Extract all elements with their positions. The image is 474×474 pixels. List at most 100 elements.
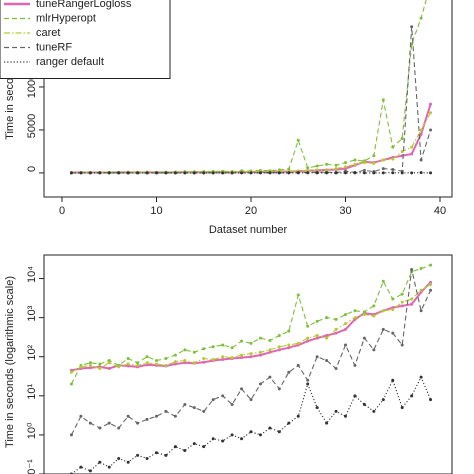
point	[372, 161, 376, 165]
point	[362, 310, 366, 314]
point	[240, 356, 244, 360]
point	[183, 171, 187, 175]
point	[230, 402, 234, 406]
point	[192, 350, 196, 354]
point	[334, 171, 338, 175]
point	[362, 161, 366, 165]
point	[429, 288, 433, 292]
point	[69, 382, 73, 386]
point	[258, 353, 262, 357]
point	[372, 409, 376, 413]
point	[155, 414, 158, 418]
x-tick-label: 30	[339, 205, 351, 217]
point	[240, 437, 244, 441]
point	[79, 171, 83, 175]
point	[192, 171, 196, 175]
point	[306, 324, 310, 328]
point	[221, 394, 225, 398]
x-tick-label: 0	[59, 205, 65, 217]
point	[391, 145, 395, 149]
point	[164, 453, 168, 457]
point	[126, 362, 130, 366]
point	[258, 171, 262, 175]
point	[211, 171, 215, 175]
point	[249, 171, 253, 175]
point	[268, 375, 272, 379]
point	[98, 171, 102, 175]
series-line	[71, 375, 432, 474]
point	[136, 453, 140, 457]
point	[155, 359, 158, 363]
point	[315, 164, 319, 168]
point	[353, 394, 357, 398]
point	[79, 465, 83, 469]
y-tick-label: 10⁴	[26, 266, 38, 283]
point	[353, 162, 357, 166]
point	[98, 366, 102, 370]
point	[136, 363, 140, 367]
point	[221, 171, 225, 175]
point	[173, 171, 177, 175]
point	[306, 339, 310, 343]
point	[419, 267, 423, 271]
x-tick-label: 10	[150, 205, 162, 217]
y-tick-label: 10¹	[26, 384, 38, 400]
point	[334, 409, 338, 413]
point	[410, 152, 414, 156]
series-line	[71, 112, 432, 174]
y-tick-label: 5000	[26, 114, 38, 138]
point	[429, 263, 433, 267]
point	[315, 406, 319, 410]
point	[192, 361, 196, 365]
point	[88, 361, 92, 365]
point	[277, 171, 281, 175]
point	[334, 167, 338, 171]
point	[362, 168, 366, 172]
point	[173, 414, 177, 418]
point	[211, 357, 215, 361]
point	[268, 426, 272, 430]
point	[221, 357, 225, 361]
point	[258, 336, 262, 340]
point	[126, 357, 130, 361]
point	[117, 171, 121, 175]
point	[98, 426, 102, 430]
point	[429, 171, 433, 175]
point	[221, 343, 225, 347]
point	[400, 137, 404, 141]
point	[287, 346, 291, 350]
point	[372, 154, 376, 158]
point	[117, 426, 121, 430]
point	[296, 414, 300, 418]
point	[202, 409, 206, 413]
point	[164, 171, 168, 175]
point	[230, 346, 234, 350]
point	[315, 333, 319, 337]
point	[287, 171, 291, 175]
point	[79, 365, 83, 369]
point	[88, 171, 92, 175]
legend-label: tuneRangerLogloss	[36, 0, 132, 10]
point	[391, 308, 395, 312]
point	[419, 309, 423, 313]
point	[410, 302, 414, 306]
point	[296, 138, 300, 142]
point	[230, 356, 234, 360]
point	[419, 288, 423, 292]
point	[240, 387, 244, 391]
point	[306, 378, 310, 382]
point	[240, 353, 244, 357]
plot-area	[69, 263, 433, 474]
y-axis-label: Time in seconds	[4, 60, 16, 140]
point	[249, 430, 253, 434]
point	[164, 357, 168, 361]
legend-box	[0, 0, 171, 79]
point	[419, 16, 423, 20]
point	[211, 437, 215, 441]
point	[391, 297, 395, 301]
point	[372, 304, 376, 308]
point	[287, 421, 291, 425]
point	[400, 292, 404, 296]
point	[69, 370, 73, 374]
